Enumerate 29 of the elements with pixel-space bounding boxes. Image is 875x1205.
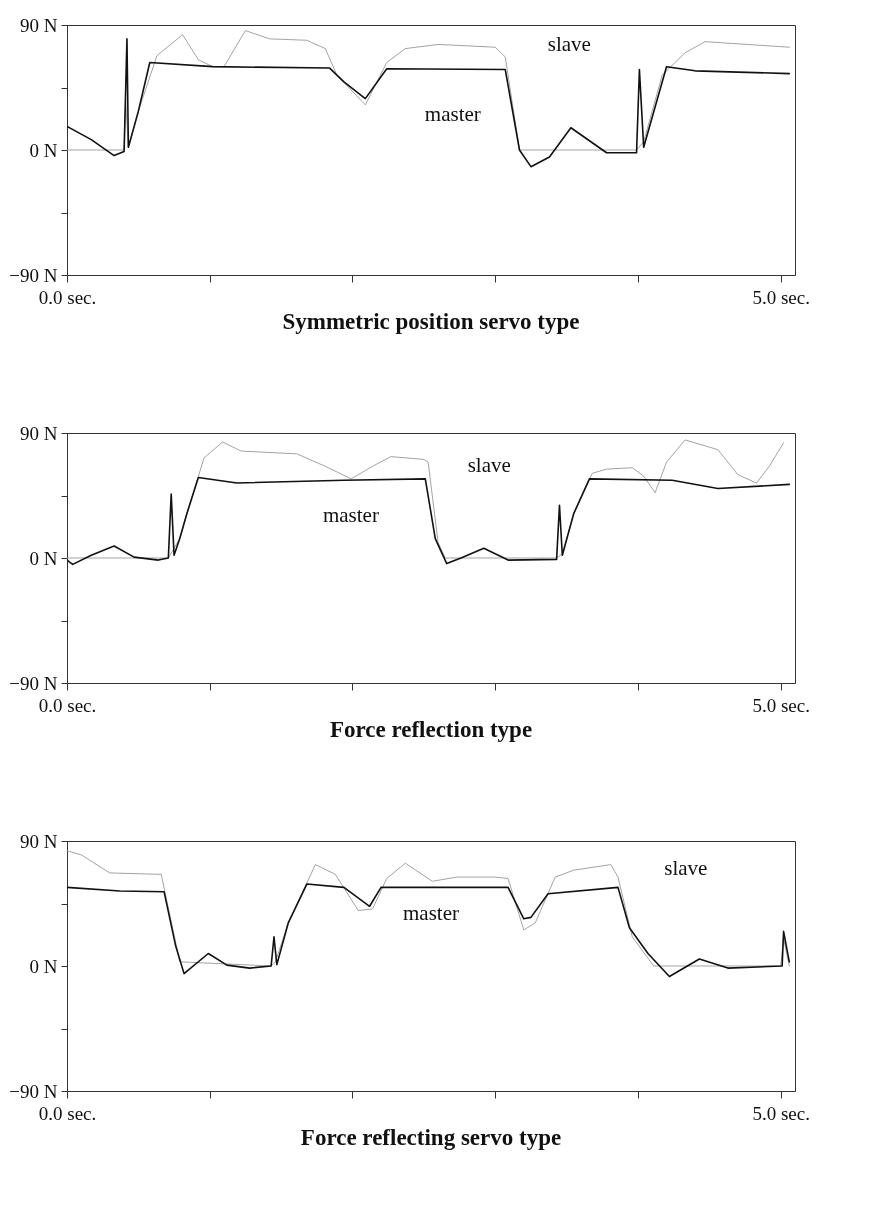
- text: Symmetric position servo type: [282, 309, 580, 334]
- annotation: slave: [467, 452, 511, 477]
- annotation: slave: [547, 32, 591, 56]
- line-series: [67, 476, 791, 566]
- line-series: [67, 883, 791, 978]
- y-tick-label: −90 N: [9, 672, 58, 694]
- y-tick-label: −90 N: [9, 1080, 58, 1102]
- text: Force reflection type: [329, 717, 533, 742]
- y-tick-label: 90 N: [20, 422, 58, 444]
- y-tick-label: 90 N: [20, 14, 58, 36]
- y-tick-label: 0 N: [29, 547, 58, 569]
- annotation: master: [403, 900, 459, 925]
- text: Force reflecting servo type: [300, 1125, 562, 1150]
- y-tick-label: −90 N: [9, 264, 58, 286]
- annotation: slave: [664, 855, 708, 880]
- x-tick-label: 5.0 sec.: [752, 1102, 810, 1124]
- annotation: master: [424, 102, 481, 126]
- line-series: [67, 38, 791, 168]
- x-tick-label: 0.0 sec.: [38, 1102, 97, 1124]
- x-tick-label: 0.0 sec.: [38, 286, 97, 308]
- line-series: [67, 850, 790, 967]
- line-series: [67, 30, 790, 151]
- x-tick-label: 0.0 sec.: [38, 694, 97, 716]
- y-tick-label: 90 N: [20, 830, 58, 852]
- y-tick-label: 0 N: [29, 139, 58, 161]
- x-tick-label: 5.0 sec.: [752, 694, 810, 716]
- x-tick-label: 5.0 sec.: [752, 286, 810, 308]
- annotation: master: [322, 502, 379, 527]
- y-tick-label: 0 N: [29, 955, 58, 977]
